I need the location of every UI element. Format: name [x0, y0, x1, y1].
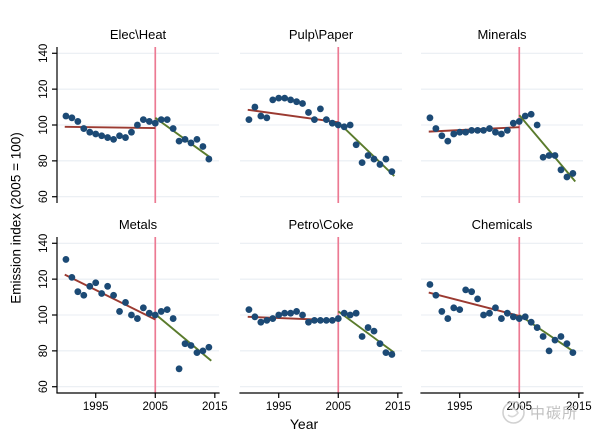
panel-elec-heat: 60 80 100 120 140	[38, 44, 219, 203]
scatter-points	[62, 112, 213, 163]
y-tick-label: 60	[38, 190, 50, 203]
y-tick-label: 100	[38, 115, 50, 134]
x-tick-label: 2005	[506, 401, 532, 413]
x-tick-label: 1995	[447, 401, 473, 413]
y-tick-label: 120	[38, 80, 50, 99]
panel-title-pulp-paper: Pulp\Paper	[288, 27, 354, 42]
watermark-text: 中碳所	[530, 405, 579, 422]
post-2005-trend-line	[337, 121, 395, 177]
panel-chemicals: 1995 2005 2015	[420, 237, 592, 413]
y-tick-label: 80	[38, 344, 50, 357]
y-tick-label: 100	[38, 305, 50, 324]
panel-title-minerals: Minerals	[477, 27, 527, 42]
x-tick-label: 1995	[83, 401, 109, 413]
y-tick-label: 60	[38, 380, 50, 393]
y-tick-label: 80	[38, 154, 50, 167]
y-tick-label: 120	[38, 270, 50, 289]
panel-petro-coke: 1995 2005 2015	[239, 237, 411, 413]
post-2005-trend-line	[518, 114, 576, 183]
pre-2005-trend-line	[64, 273, 156, 321]
y-axis-title: Emission index (2005 = 100)	[8, 132, 24, 304]
panel-pulp-paper	[240, 47, 402, 203]
x-tick-label: 2005	[142, 401, 168, 413]
scatter-points	[245, 94, 396, 176]
x-tick-label: 2015	[385, 401, 411, 413]
panel-minerals	[421, 47, 583, 203]
panel-title-petro-coke: Petro\Coke	[288, 217, 354, 232]
y-tick-label: 140	[38, 234, 50, 253]
panel-title-chemicals: Chemicals	[471, 217, 533, 232]
x-tick-label: 2005	[325, 401, 351, 413]
x-tick-label: 2015	[566, 401, 592, 413]
scatter-points	[426, 110, 577, 181]
panel-title-metals: Metals	[118, 217, 158, 232]
scatter-points	[245, 306, 396, 358]
scatter-points	[426, 281, 577, 357]
panel-title-elec-heat: Elec\Heat	[109, 27, 167, 42]
watermark: 中碳所	[500, 399, 578, 426]
scatter-points	[62, 256, 213, 373]
y-tick-label: 140	[38, 44, 50, 63]
watermark-logo-icon	[502, 401, 525, 424]
x-tick-label: 1995	[266, 401, 292, 413]
panel-metals: 60 80 100 120 140 1995 2005 2015	[38, 234, 228, 413]
x-axis-title: Year	[289, 416, 319, 432]
post-2005-trend-line	[337, 310, 395, 354]
x-tick-label: 2015	[202, 401, 228, 413]
pre-2005-trend-line	[64, 125, 156, 129]
